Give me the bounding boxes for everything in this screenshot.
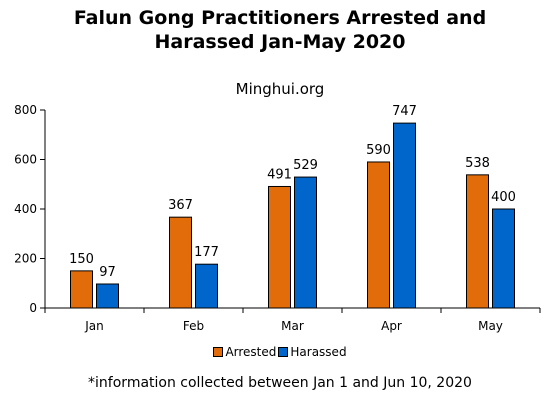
- bar-harassed: [393, 122, 416, 309]
- data-label: 177: [194, 245, 219, 260]
- y-tick-label: 0: [29, 301, 37, 315]
- bar-arrested: [169, 216, 192, 309]
- y-tick-label: 800: [14, 103, 37, 117]
- y-tick-label: 600: [14, 153, 37, 167]
- data-label: 367: [168, 198, 193, 213]
- chart-title-line-2: Harassed Jan-May 2020: [154, 31, 406, 53]
- y-tick-label: 200: [14, 252, 37, 266]
- data-label: 538: [465, 156, 490, 171]
- bar-harassed: [96, 283, 119, 309]
- bar-harassed: [492, 208, 515, 309]
- x-tick-label: Mar: [281, 319, 304, 333]
- data-label: 400: [491, 190, 516, 205]
- bar-harassed: [195, 263, 218, 309]
- legend-label-harassed: Harassed: [290, 345, 347, 359]
- chart-legend: Arrested Harassed: [0, 345, 560, 359]
- chart-title: Falun Gong Practitioners Arrested and Ha…: [0, 6, 560, 54]
- chart-footnote: *information collected between Jan 1 and…: [88, 375, 472, 391]
- data-label: 590: [366, 143, 391, 158]
- data-label: 529: [293, 158, 318, 173]
- data-label: 491: [267, 167, 292, 182]
- legend-swatch-harassed: [278, 347, 289, 357]
- bar-arrested: [367, 161, 390, 309]
- x-tick-label: Jan: [84, 319, 104, 333]
- bar-arrested: [70, 270, 93, 309]
- x-tick-label: May: [478, 319, 503, 333]
- bar-arrested: [466, 174, 489, 309]
- legend-swatch-arrested: [213, 347, 224, 357]
- chart-title-line-1: Falun Gong Practitioners Arrested and: [73, 7, 487, 29]
- bar-arrested: [268, 185, 291, 309]
- data-label: 97: [99, 265, 116, 280]
- y-tick-label: 400: [14, 202, 37, 216]
- bar-harassed: [294, 176, 317, 309]
- x-tick-label: Feb: [183, 319, 204, 333]
- legend-item-harassed: Harassed: [278, 345, 347, 359]
- legend-item-arrested: Arrested: [213, 345, 276, 359]
- legend-label-arrested: Arrested: [225, 345, 277, 359]
- chart-subtitle: Minghui.org: [235, 80, 325, 98]
- data-label: 150: [69, 252, 94, 267]
- x-tick-label: Apr: [381, 319, 402, 333]
- data-label: 747: [392, 104, 417, 119]
